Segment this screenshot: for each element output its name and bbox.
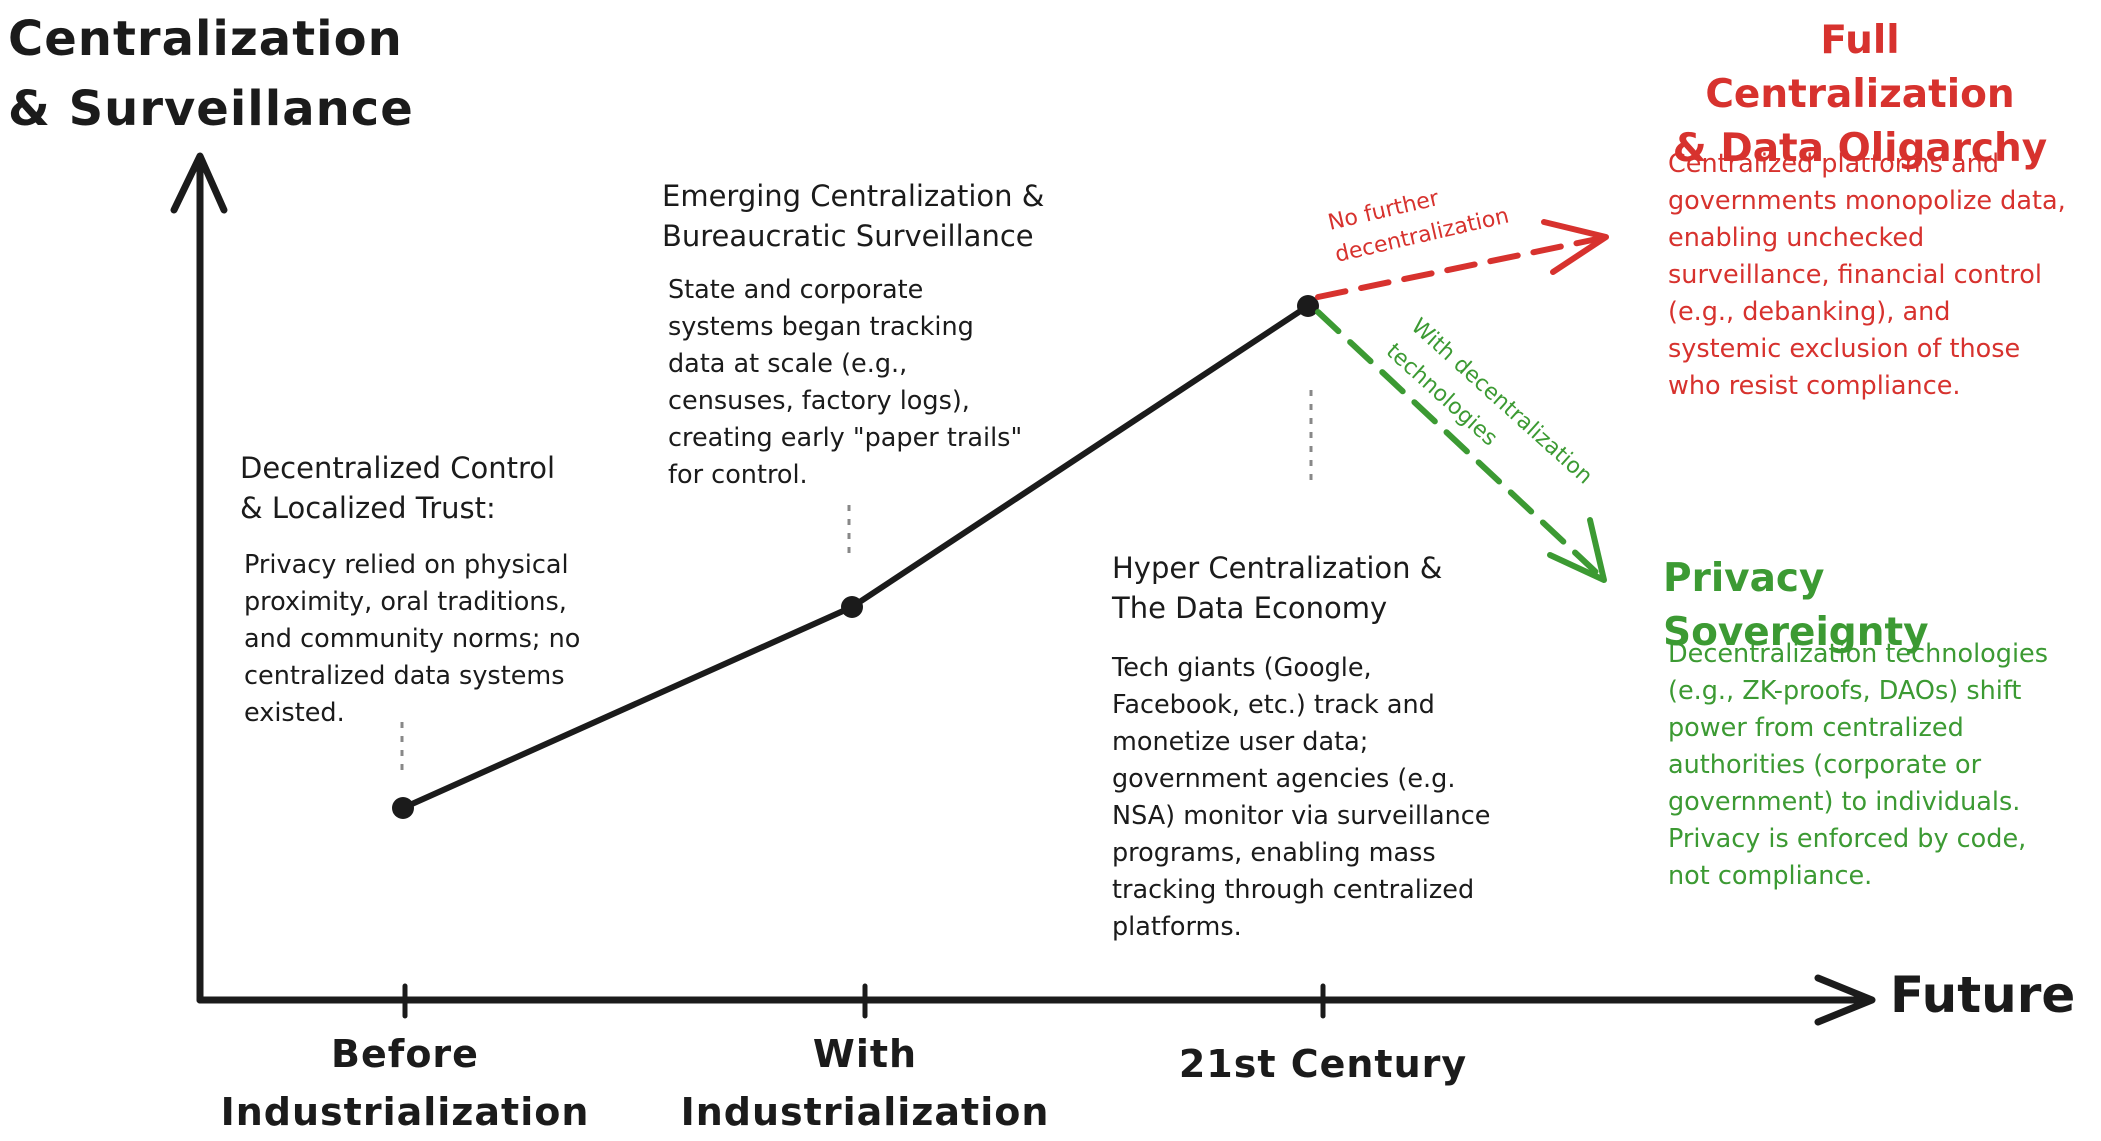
stage-2-title: Emerging Centralization & Bureaucratic S… xyxy=(662,179,1045,253)
stage-3-description: Tech giants (Google, Facebook, etc.) tra… xyxy=(1112,653,1491,942)
x-tick-label-1: Before Industrialization xyxy=(220,1032,590,1134)
point-before-industrialization xyxy=(392,797,414,819)
stage-points xyxy=(392,295,1319,819)
green-branch-arrow xyxy=(1315,309,1607,583)
point-21st-century xyxy=(1297,295,1319,317)
x-axis xyxy=(196,974,1876,1026)
y-axis xyxy=(170,152,228,1004)
x-tick-label-3: 21st Century xyxy=(1178,1042,1468,1086)
point-with-industrialization xyxy=(841,596,863,618)
stage-2-description: State and corporate systems began tracki… xyxy=(668,275,1023,490)
red-branch-arrow xyxy=(1315,219,1609,300)
x-axis-end-label: Future xyxy=(1890,966,2076,1024)
privacy-sovereignty-description: Decentralization technologies (e.g., ZK-… xyxy=(1668,639,2048,891)
privacy-sovereignty-title: Privacy Sovereignty xyxy=(1663,556,1929,655)
stage-1-description: Privacy relied on physical proximity, or… xyxy=(244,550,581,728)
stage-3-title: Hyper Centralization & The Data Economy xyxy=(1112,551,1443,625)
x-tick-marks xyxy=(402,983,1326,1019)
stage-1-title: Decentralized Control & Localized Trust: xyxy=(240,451,556,525)
dotted-connectors xyxy=(400,390,1313,778)
full-centralization-description: Centralized platforms and governments mo… xyxy=(1668,149,2066,401)
y-axis-label: Centralization & Surveillance xyxy=(8,11,414,137)
full-centralization-title: Full Centralization & Data Oligarchy xyxy=(1672,18,2048,171)
x-tick-label-2: With Industrialization xyxy=(680,1032,1050,1134)
